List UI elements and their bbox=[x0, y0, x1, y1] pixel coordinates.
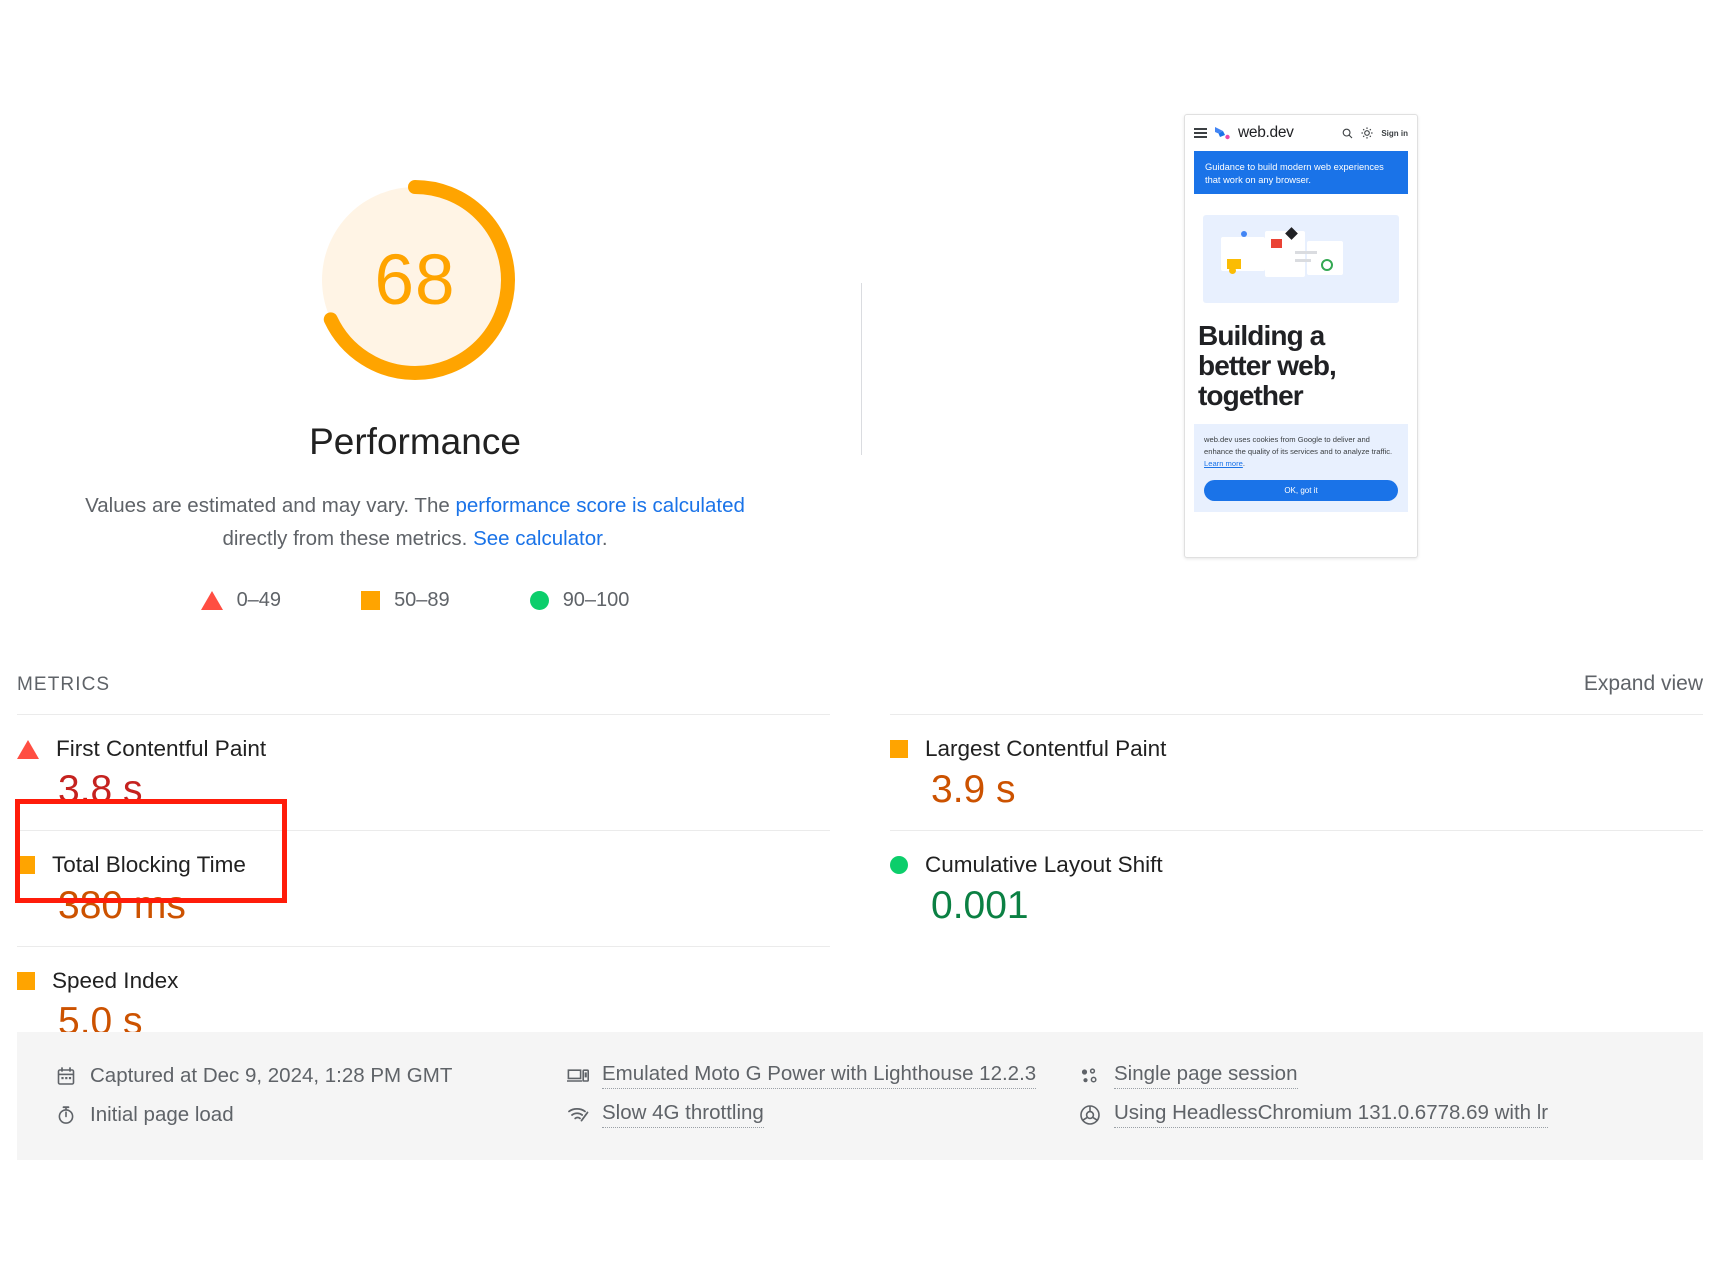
thumbnail-site-topbar: web.dev Sign in bbox=[1185, 115, 1417, 151]
metric-name-lcp: Largest Contentful Paint bbox=[925, 736, 1167, 761]
metric-header-lcp: Largest Contentful Paint bbox=[890, 736, 1703, 762]
metric-total-blocking-time[interactable]: Total Blocking Time 380 ms bbox=[17, 829, 830, 946]
fail-triangle-icon bbox=[17, 739, 39, 759]
performance-gauge-block: 68 Performance Values are estimated and … bbox=[0, 0, 830, 612]
webdev-logo-icon bbox=[1214, 126, 1231, 141]
pass-circle-icon bbox=[890, 855, 908, 874]
score-gauge[interactable]: 68 bbox=[305, 170, 525, 390]
metric-header-cls: Cumulative Layout Shift bbox=[890, 852, 1703, 878]
thumbnail-illustration bbox=[1203, 215, 1399, 303]
metric-name-fcp: First Contentful Paint bbox=[56, 736, 267, 761]
headline-line-1: Building a bbox=[1198, 320, 1325, 351]
average-square-icon bbox=[361, 591, 381, 611]
headline-line-2: better web, bbox=[1198, 350, 1337, 382]
thumbnail-cookie-banner: web.dev uses cookies from Google to deli… bbox=[1194, 423, 1408, 512]
thumbnail-headline: Building a better web, together bbox=[1198, 320, 1417, 412]
metric-cumulative-layout-shift[interactable]: Cumulative Layout Shift 0.001 bbox=[890, 829, 1703, 946]
theme-toggle-icon bbox=[1361, 127, 1373, 139]
section-divider bbox=[861, 283, 862, 455]
gauge-arc-icon bbox=[315, 180, 515, 380]
metrics-grid: First Contentful Paint 3.8 s Total Block… bbox=[0, 714, 1720, 1126]
sign-in-label[interactable]: Sign in bbox=[1381, 128, 1408, 138]
footer-session-text[interactable]: Single page session bbox=[1114, 1062, 1298, 1089]
footer-column-device: Emulated Moto G Power with Lighthouse 12… bbox=[567, 1056, 1079, 1134]
footer-column-environment: Captured at Dec 9, 2024, 1:28 PM GMT Ini… bbox=[55, 1056, 567, 1134]
network-throttle-icon bbox=[567, 1104, 589, 1126]
metric-header-fcp: First Contentful Paint bbox=[17, 736, 830, 762]
thumbnail-hero-banner: Guidance to build modern web experiences… bbox=[1194, 151, 1408, 194]
footer-row-emulation: Emulated Moto G Power with Lighthouse 12… bbox=[567, 1056, 1079, 1095]
metric-value-cls: 0.001 bbox=[931, 883, 1029, 927]
metrics-header: METRICS Expand view bbox=[0, 672, 1720, 714]
cookie-banner-text: web.dev uses cookies from Google to deli… bbox=[1204, 434, 1398, 471]
legend-label-average: 50–89 bbox=[394, 589, 450, 612]
average-square-icon bbox=[890, 740, 908, 758]
see-calculator-link[interactable]: See calculator bbox=[473, 526, 602, 550]
cookie-text-end: . bbox=[1242, 459, 1245, 469]
footer-row-user-agent: Using HeadlessChromium 131.0.6778.69 wit… bbox=[1079, 1095, 1639, 1134]
category-title: Performance bbox=[309, 421, 521, 462]
footer-page-load-text: Initial page load bbox=[90, 1102, 234, 1126]
single-page-session-icon bbox=[1079, 1065, 1101, 1087]
cookie-accept-button[interactable]: OK, got it bbox=[1204, 479, 1398, 501]
legend-item-pass: 90–100 bbox=[529, 589, 630, 612]
cookie-text-body: web.dev uses cookies from Google to deli… bbox=[1204, 434, 1393, 456]
description-text-1: Values are estimated and may vary. The bbox=[85, 493, 456, 517]
performance-score-link[interactable]: performance score is calculated bbox=[455, 493, 745, 517]
metric-value-fcp: 3.8 s bbox=[58, 768, 143, 811]
metric-value-lcp: 3.9 s bbox=[931, 768, 1016, 811]
stopwatch-icon bbox=[55, 1104, 77, 1126]
fail-triangle-icon bbox=[200, 591, 223, 611]
footer-column-session: Single page session Using HeadlessChromi… bbox=[1079, 1056, 1639, 1134]
metrics-right-column: Largest Contentful Paint 3.9 s Cumulativ… bbox=[890, 714, 1703, 1126]
report-top-section: 68 Performance Values are estimated and … bbox=[0, 0, 1418, 612]
report-footer: Captured at Dec 9, 2024, 1:28 PM GMT Ini… bbox=[17, 1032, 1703, 1160]
final-screenshot-thumbnail[interactable]: web.dev Sign in Guidance bbox=[1184, 114, 1418, 558]
footer-row-page-load: Initial page load bbox=[55, 1095, 567, 1134]
search-icon bbox=[1342, 128, 1353, 138]
average-square-icon bbox=[17, 855, 35, 874]
legend-item-fail: 0–49 bbox=[200, 589, 282, 612]
average-square-icon bbox=[17, 971, 35, 990]
metric-largest-contentful-paint[interactable]: Largest Contentful Paint 3.9 s bbox=[890, 714, 1703, 830]
metric-value-tbt: 380 ms bbox=[58, 883, 186, 927]
legend-label-pass: 90–100 bbox=[562, 589, 630, 612]
menu-icon bbox=[1194, 128, 1207, 138]
thumbnail-top-icons: Sign in bbox=[1342, 127, 1408, 139]
expand-view-toggle[interactable]: Expand view bbox=[1583, 672, 1703, 695]
headline-line-3: together bbox=[1198, 380, 1304, 412]
metrics-section: METRICS Expand view First Contentful Pai… bbox=[0, 672, 1720, 1126]
score-scale-legend: 0–49 50–89 90–100 bbox=[0, 589, 830, 612]
chromium-icon bbox=[1079, 1104, 1101, 1126]
metrics-left-column: First Contentful Paint 3.8 s Total Block… bbox=[17, 714, 830, 1126]
description-text-3: . bbox=[601, 526, 608, 550]
footer-throttling-text[interactable]: Slow 4G throttling bbox=[602, 1101, 764, 1128]
metric-header-si: Speed Index bbox=[17, 968, 830, 994]
cookie-learn-more-link[interactable]: Learn more bbox=[1204, 459, 1243, 469]
pass-circle-icon bbox=[529, 591, 549, 611]
legend-item-average: 50–89 bbox=[361, 589, 450, 612]
thumbnail-brand-label: web.dev bbox=[1238, 124, 1294, 141]
legend-label-fail: 0–49 bbox=[236, 589, 282, 612]
metric-first-contentful-paint[interactable]: First Contentful Paint 3.8 s bbox=[17, 714, 830, 830]
footer-row-session: Single page session bbox=[1079, 1056, 1639, 1095]
category-description: Values are estimated and may vary. The p… bbox=[65, 489, 765, 555]
metric-name-cls: Cumulative Layout Shift bbox=[925, 851, 1163, 877]
metric-speed-index[interactable]: Speed Index 5.0 s bbox=[17, 945, 830, 1062]
footer-row-captured-at: Captured at Dec 9, 2024, 1:28 PM GMT bbox=[55, 1056, 567, 1095]
footer-row-throttling: Slow 4G throttling bbox=[567, 1095, 1079, 1134]
footer-emulation-text[interactable]: Emulated Moto G Power with Lighthouse 12… bbox=[602, 1062, 1037, 1089]
description-text-2: directly from these metrics. bbox=[222, 526, 474, 550]
footer-user-agent-text[interactable]: Using HeadlessChromium 131.0.6778.69 wit… bbox=[1114, 1101, 1549, 1128]
metric-header-tbt: Total Blocking Time bbox=[17, 852, 830, 878]
calendar-icon bbox=[55, 1065, 77, 1087]
score-value: 68 bbox=[374, 240, 456, 320]
devices-icon bbox=[567, 1065, 589, 1087]
metric-name-tbt: Total Blocking Time bbox=[52, 851, 246, 877]
metric-name-si: Speed Index bbox=[52, 967, 179, 993]
metrics-section-title: METRICS bbox=[17, 674, 111, 695]
footer-captured-at-text: Captured at Dec 9, 2024, 1:28 PM GMT bbox=[90, 1063, 453, 1087]
